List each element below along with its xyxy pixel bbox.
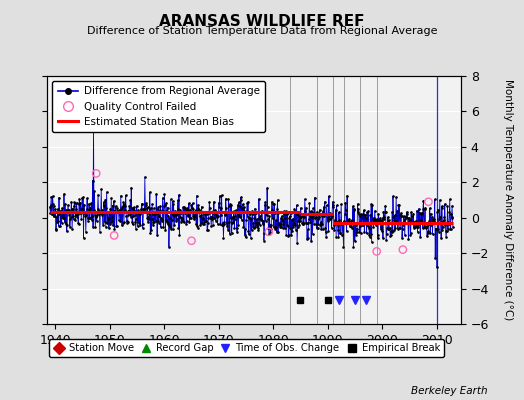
- Point: [110, 232, 118, 239]
- Text: Berkeley Earth: Berkeley Earth: [411, 386, 487, 396]
- Point: [92, 170, 101, 177]
- Point: [373, 248, 381, 254]
- Text: ARANSAS WILDLIFE REF: ARANSAS WILDLIFE REF: [159, 14, 365, 29]
- Text: Difference of Station Temperature Data from Regional Average: Difference of Station Temperature Data f…: [87, 26, 437, 36]
- Legend: Station Move, Record Gap, Time of Obs. Change, Empirical Break: Station Move, Record Gap, Time of Obs. C…: [49, 339, 444, 357]
- Y-axis label: Monthly Temperature Anomaly Difference (°C): Monthly Temperature Anomaly Difference (…: [503, 79, 513, 321]
- Point: [399, 246, 407, 253]
- Point: [424, 198, 433, 205]
- Point: [187, 238, 195, 244]
- Legend: Difference from Regional Average, Quality Control Failed, Estimated Station Mean: Difference from Regional Average, Qualit…: [52, 81, 265, 132]
- Point: [265, 229, 273, 235]
